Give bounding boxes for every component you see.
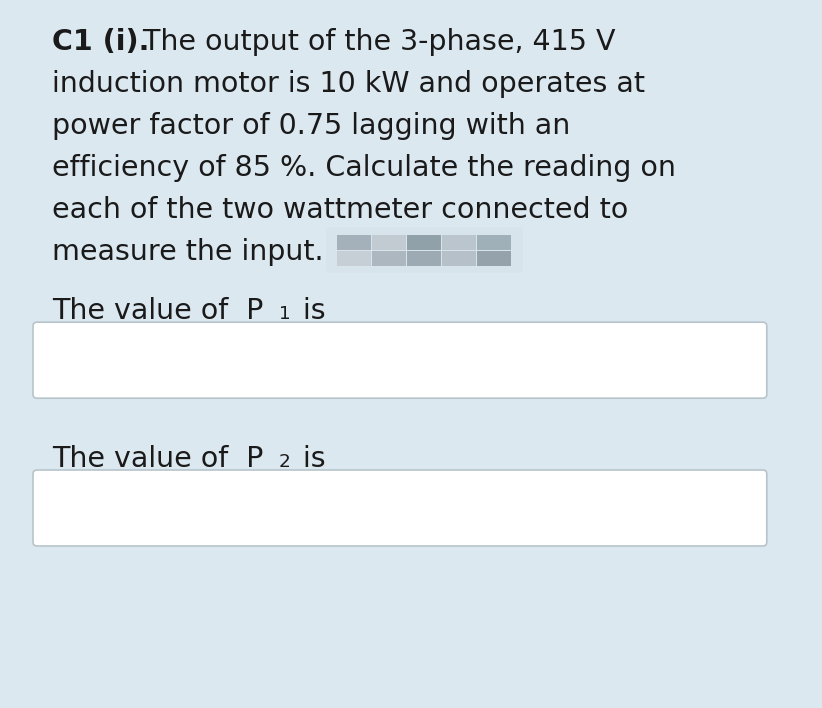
FancyBboxPatch shape: [326, 227, 523, 273]
Bar: [407, 235, 441, 250]
Text: induction motor is 10 kW and operates at: induction motor is 10 kW and operates at: [52, 70, 645, 98]
Bar: [372, 235, 406, 250]
Text: 2: 2: [279, 452, 291, 471]
Text: power factor of 0.75 lagging with an: power factor of 0.75 lagging with an: [52, 112, 570, 140]
Bar: [477, 251, 511, 266]
Text: efficiency of 85 %. Calculate the reading on: efficiency of 85 %. Calculate the readin…: [52, 154, 676, 182]
Text: The value of  P: The value of P: [52, 297, 263, 325]
Text: measure the input.: measure the input.: [52, 238, 324, 266]
Bar: [442, 251, 476, 266]
Text: The value of  P: The value of P: [52, 445, 263, 473]
Bar: [372, 251, 406, 266]
FancyBboxPatch shape: [33, 322, 767, 398]
Bar: [407, 251, 441, 266]
Bar: [442, 235, 476, 250]
Text: The output of the 3-phase, 415 V: The output of the 3-phase, 415 V: [134, 28, 616, 56]
FancyBboxPatch shape: [33, 470, 767, 546]
Text: each of the two wattmeter connected to: each of the two wattmeter connected to: [52, 196, 628, 224]
Bar: [477, 235, 511, 250]
Text: C1 (i).: C1 (i).: [52, 28, 150, 56]
Text: is: is: [294, 297, 326, 325]
Text: is: is: [294, 445, 326, 473]
Text: 1: 1: [279, 305, 291, 323]
Bar: [337, 251, 371, 266]
Bar: [337, 235, 371, 250]
